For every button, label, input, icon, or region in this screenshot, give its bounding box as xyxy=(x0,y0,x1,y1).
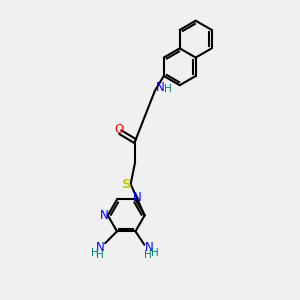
Text: H: H xyxy=(91,248,99,258)
Text: S: S xyxy=(122,178,132,191)
Text: H: H xyxy=(144,250,152,260)
Text: N: N xyxy=(133,191,141,204)
Text: O: O xyxy=(114,123,123,136)
Text: H: H xyxy=(151,248,159,258)
Text: N: N xyxy=(156,81,165,94)
Text: H: H xyxy=(96,250,103,260)
Text: N: N xyxy=(100,209,109,222)
Text: N: N xyxy=(144,241,153,254)
Text: N: N xyxy=(96,241,105,254)
Text: H: H xyxy=(164,84,172,94)
